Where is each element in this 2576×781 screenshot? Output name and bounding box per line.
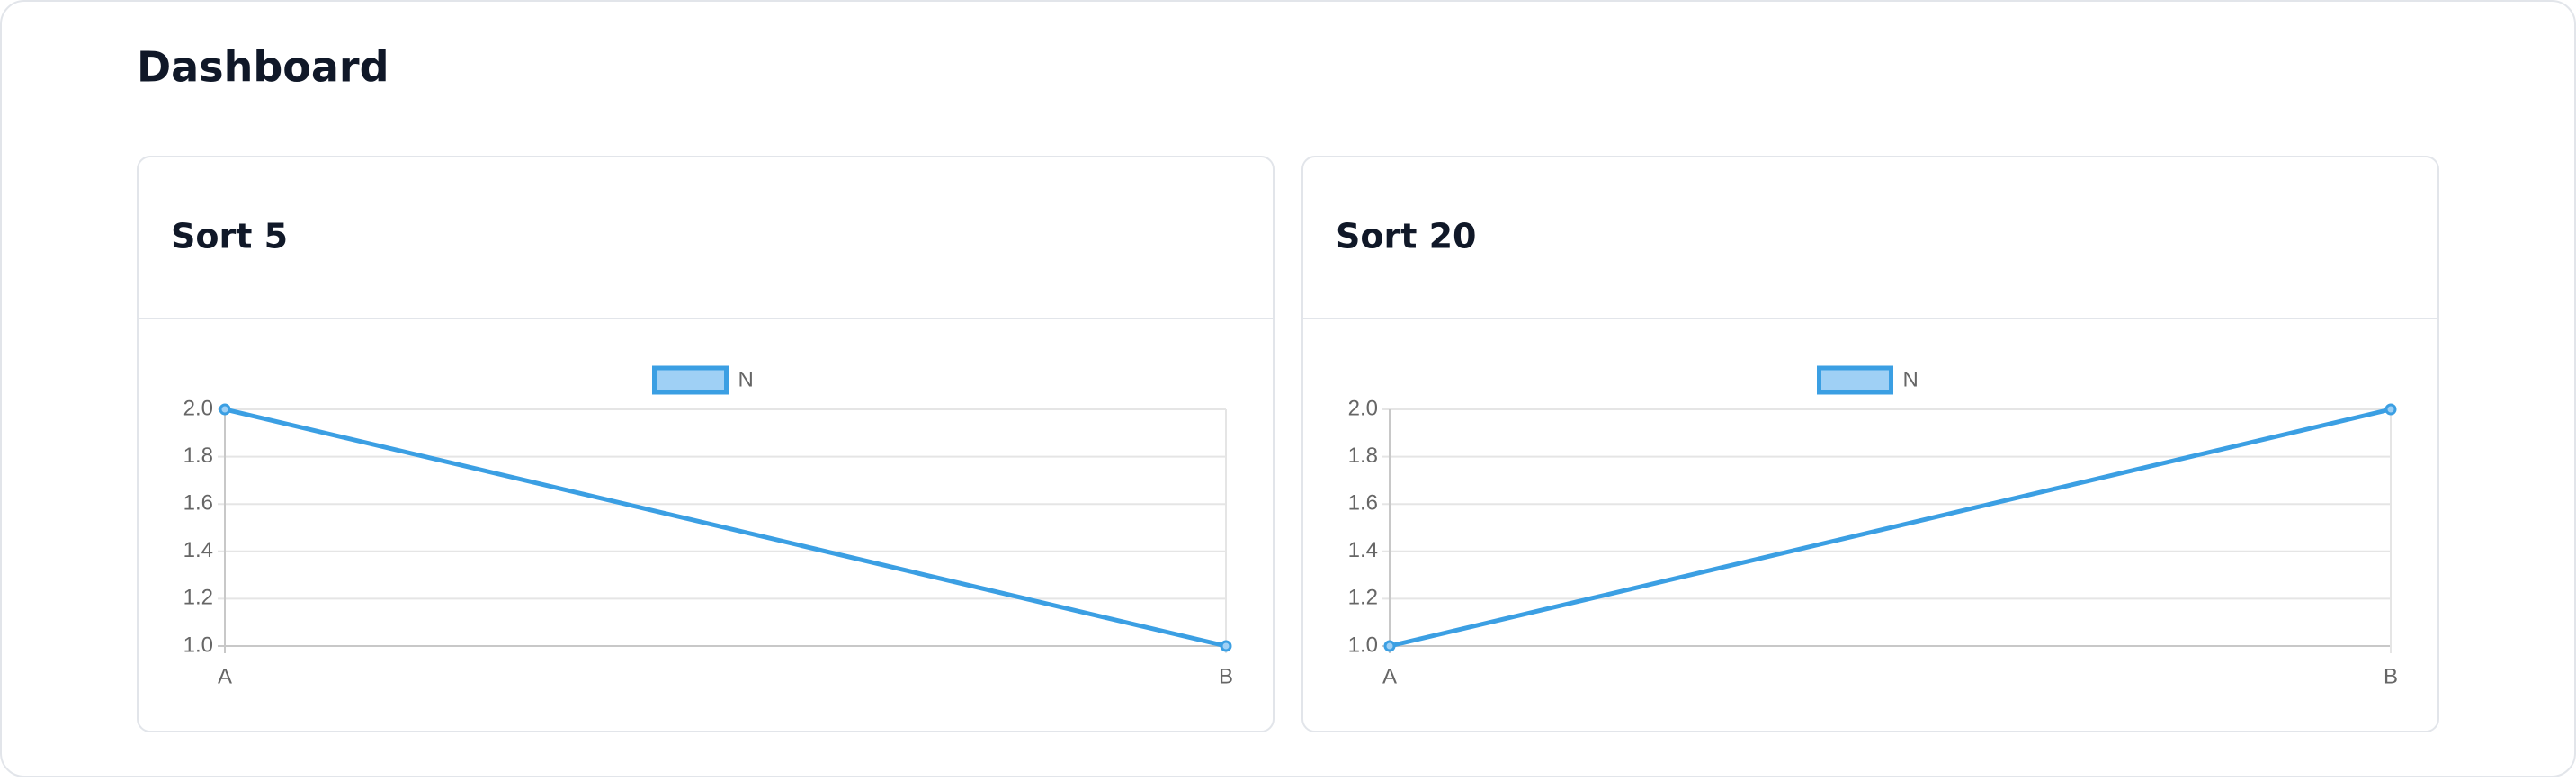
- point: [219, 403, 231, 416]
- line: [224, 407, 1227, 649]
- legend-label: N: [738, 367, 754, 391]
- y-tick-label: 1.8: [183, 444, 213, 468]
- card: [1301, 156, 2439, 732]
- x-tick-label: A: [218, 664, 232, 688]
- y-tick-label: 1.6: [1348, 491, 1378, 516]
- x-tick-label: A: [1382, 664, 1397, 688]
- card: [137, 156, 1275, 732]
- y-tick-label: 1.2: [183, 586, 213, 610]
- y-tick-label: 1.4: [183, 538, 213, 562]
- legend-label: N: [1903, 367, 1919, 391]
- x-tick-label: B: [2384, 664, 2398, 688]
- card-title: Sort 20: [1336, 217, 1477, 256]
- x-tick-label: B: [1219, 664, 1233, 688]
- y-tick-label: 1.8: [1348, 444, 1378, 468]
- line: [1389, 407, 2392, 649]
- legend-swatch: [1817, 365, 1893, 395]
- legend-swatch: [652, 365, 729, 395]
- page-title: Dashboard: [137, 43, 389, 92]
- card-title: Sort 5: [171, 217, 288, 256]
- y-tick-label: 1.2: [1348, 586, 1378, 610]
- y-tick-label: 1.0: [183, 633, 213, 657]
- y-tick-label: 1.6: [183, 491, 213, 516]
- y-tick-label: 2.0: [183, 396, 213, 420]
- y-tick-label: 2.0: [1348, 396, 1378, 420]
- point: [1220, 640, 1232, 652]
- point: [2384, 403, 2397, 416]
- y-tick-label: 1.4: [1348, 538, 1378, 562]
- y-tick-label: 1.0: [1348, 633, 1378, 657]
- point: [1383, 640, 1396, 652]
